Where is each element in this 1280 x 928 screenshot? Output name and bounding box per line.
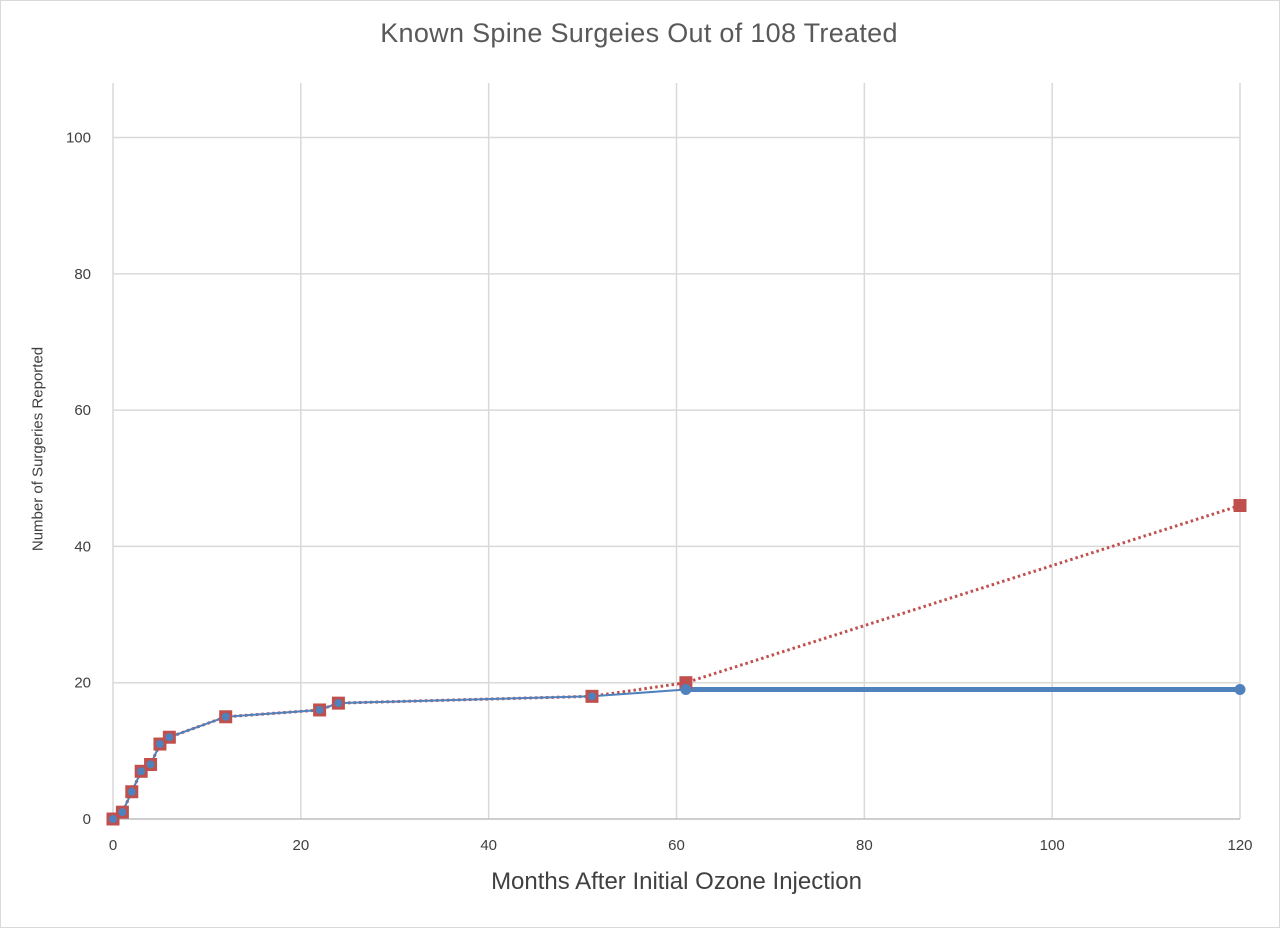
circle-marker [155,740,164,749]
circle-marker [146,760,155,769]
circle-marker [118,808,127,817]
y-tick-label: 80 [74,266,91,283]
y-tick-label: 20 [74,675,91,692]
x-tick-label: 120 [1227,837,1252,854]
circle-marker [127,787,136,796]
x-tick-label: 0 [109,837,117,854]
circle-marker [587,692,596,701]
circle-marker [221,712,230,721]
x-tick-label: 100 [1040,837,1065,854]
circle-marker [137,767,146,776]
x-tick-label: 40 [480,837,497,854]
y-tick-label: 100 [66,130,91,147]
x-tick-label: 80 [856,837,873,854]
chart-title: Known Spine Surgeies Out of 108 Treated [380,18,898,48]
circle-marker [109,815,117,823]
x-tick-label: 20 [292,837,309,854]
x-tick-label: 60 [668,837,685,854]
y-tick-label: 40 [74,538,91,555]
square-marker [1233,499,1247,513]
circle-marker [165,733,174,742]
y-tick-label: 60 [74,402,91,419]
circle-marker [315,705,324,714]
y-tick-label: 0 [83,811,91,828]
y-axis-title: Number of Surgeries Reported [29,346,47,552]
x-axis-title: Months After Initial Ozone Injection [491,868,862,895]
circle-marker [334,699,343,708]
circle-marker [1234,684,1246,696]
circle-marker [680,684,692,696]
